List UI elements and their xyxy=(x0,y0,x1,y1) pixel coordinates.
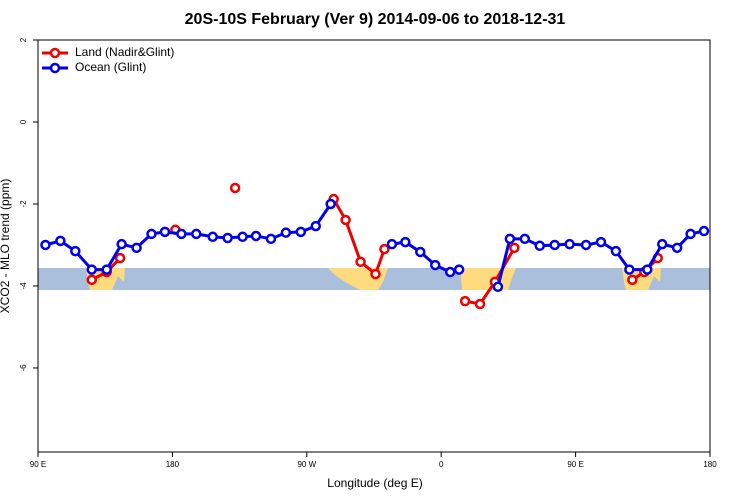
point xyxy=(355,256,366,268)
point xyxy=(191,228,202,240)
point xyxy=(415,246,426,258)
point xyxy=(580,239,592,251)
point xyxy=(340,214,351,226)
point xyxy=(237,231,248,243)
point xyxy=(146,228,157,240)
point xyxy=(459,295,471,307)
point xyxy=(698,225,710,237)
point xyxy=(509,242,520,254)
x-tick-label: 180 xyxy=(166,460,180,469)
point xyxy=(55,235,66,247)
point xyxy=(453,264,465,275)
point xyxy=(519,233,531,245)
y-tick-label: 2 xyxy=(19,37,28,42)
point xyxy=(492,281,504,293)
y-tick-label: -2 xyxy=(19,200,28,208)
point xyxy=(176,228,187,240)
point xyxy=(685,228,696,240)
point xyxy=(627,274,638,286)
legend-marker xyxy=(49,47,61,59)
point xyxy=(370,268,381,280)
point xyxy=(116,238,127,250)
point xyxy=(70,245,81,257)
point xyxy=(386,238,398,250)
point xyxy=(564,238,575,250)
point xyxy=(250,230,262,242)
point xyxy=(86,264,98,275)
land-shape xyxy=(86,268,125,290)
x-axis-label: Longitude (deg E) xyxy=(327,476,422,490)
legend-label: Ocean (Glint) xyxy=(75,60,146,74)
point xyxy=(671,242,683,254)
x-tick-label: 90 E xyxy=(567,460,583,469)
point xyxy=(229,182,241,194)
point xyxy=(549,239,560,251)
point xyxy=(280,227,292,238)
plot-frame xyxy=(37,39,711,453)
legend-marker xyxy=(49,62,61,74)
land-shape xyxy=(460,268,516,290)
point xyxy=(101,264,112,275)
point xyxy=(159,226,171,238)
point xyxy=(610,245,622,257)
point xyxy=(624,264,635,275)
point xyxy=(86,274,98,286)
point xyxy=(474,298,486,310)
x-tick-label: 90 W xyxy=(297,460,316,469)
point xyxy=(265,233,277,245)
x-tick-label: 90 E xyxy=(30,460,46,469)
point xyxy=(325,198,336,210)
y-axis-label: XCO2 - MLO trend (ppm) xyxy=(0,179,12,314)
point xyxy=(295,226,307,238)
point xyxy=(114,252,126,264)
point xyxy=(379,243,390,255)
x-tick-label: 180 xyxy=(703,460,717,469)
point xyxy=(429,259,441,271)
point xyxy=(504,233,516,245)
point xyxy=(131,242,142,254)
point xyxy=(207,231,218,243)
x-tick-label: 0 xyxy=(439,460,444,469)
y-tick-label: 0 xyxy=(19,119,28,124)
point xyxy=(595,236,607,248)
y-tick-label: -6 xyxy=(19,364,28,372)
point xyxy=(656,238,668,250)
chart-title: 20S-10S February (Ver 9) 2014-09-06 to 2… xyxy=(185,11,566,28)
point xyxy=(444,266,456,278)
point xyxy=(400,236,411,248)
point xyxy=(310,220,322,232)
point xyxy=(222,232,233,244)
point xyxy=(534,240,546,252)
y-tick-label: -4 xyxy=(19,282,28,290)
point xyxy=(40,239,51,251)
legend-label: Land (Nadir&Glint) xyxy=(75,45,174,59)
point xyxy=(642,264,653,275)
